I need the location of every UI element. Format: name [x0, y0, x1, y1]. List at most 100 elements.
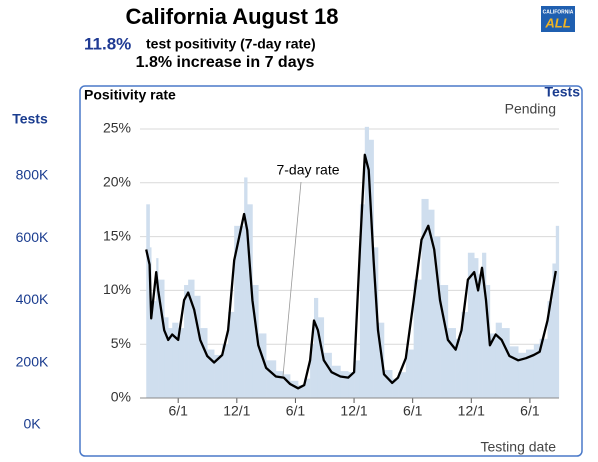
bar: [340, 371, 349, 398]
bar: [234, 225, 245, 398]
bar: [275, 371, 285, 398]
bar: [247, 204, 253, 398]
bar: [383, 370, 393, 398]
bar: [298, 385, 305, 398]
bar: [461, 311, 469, 398]
bar: [168, 328, 173, 398]
bar: [373, 247, 379, 398]
y2-tick-label: 400K: [16, 291, 49, 307]
bar: [266, 360, 277, 398]
bar: [467, 252, 475, 398]
bar: [314, 297, 319, 398]
bar: [547, 301, 553, 398]
bar: [310, 344, 315, 398]
status: Pending: [505, 101, 556, 117]
bar: [533, 344, 540, 398]
bar: [207, 349, 215, 398]
logo-top: CALIFORNIA: [543, 9, 574, 15]
bar: [158, 279, 165, 398]
bar: [509, 346, 519, 398]
y-label: Positivity rate: [84, 87, 176, 103]
bar: [518, 352, 527, 398]
bar: [323, 352, 332, 398]
bar: [146, 204, 150, 398]
bar: [283, 374, 291, 398]
x-tick-label: 6/1: [403, 403, 423, 419]
bar: [495, 322, 502, 398]
bar: [474, 258, 479, 398]
bar: [413, 279, 422, 398]
bar: [539, 338, 548, 398]
bar: [489, 333, 497, 398]
bar: [555, 225, 560, 398]
bar: [184, 285, 189, 398]
bar: [368, 139, 374, 398]
bar: [398, 372, 407, 398]
bar: [178, 328, 185, 398]
bar: [214, 354, 223, 398]
bar: [151, 301, 157, 398]
bar: [188, 279, 195, 398]
y-tick-label: 20%: [103, 174, 131, 190]
x-tick-label: 6/1: [286, 403, 306, 419]
change: 1.8% increase in 7 days: [136, 54, 315, 71]
rate: 11.8%: [84, 34, 131, 53]
bar: [200, 328, 208, 398]
bar: [228, 311, 235, 398]
bar: [478, 274, 483, 398]
bar: [482, 252, 487, 398]
bar: [526, 349, 535, 398]
bar: [172, 322, 179, 398]
bar: [485, 285, 491, 398]
x-tick-label: 12/1: [458, 403, 485, 419]
bar: [501, 328, 510, 398]
annotation: 7-day rate: [276, 162, 339, 178]
y2-label-right: Tests: [544, 84, 580, 100]
bar: [156, 258, 159, 398]
x-tick-label: 12/1: [340, 403, 367, 419]
bar: [434, 236, 441, 398]
bar: [331, 365, 341, 398]
y2-tick-label: 800K: [16, 167, 49, 183]
y-tick-label: 15%: [103, 227, 131, 243]
bar: [290, 380, 299, 398]
y2-label: Tests: [12, 111, 48, 127]
x-tick-label: 6/1: [168, 403, 188, 419]
bar: [428, 209, 435, 398]
bar: [421, 198, 429, 398]
bar: [222, 344, 229, 398]
y2-tick-label: 600K: [16, 229, 49, 245]
bar: [244, 177, 248, 398]
bar: [304, 378, 311, 398]
logo-bottom: ALL: [544, 15, 570, 30]
bar: [194, 295, 201, 398]
bar: [405, 349, 414, 398]
bar: [552, 263, 557, 398]
y2-tick-label: 0K: [23, 416, 41, 432]
x-tick-label: 12/1: [223, 403, 250, 419]
plot-frame: [79, 85, 583, 457]
line: [145, 153, 557, 390]
bar: [317, 317, 325, 398]
bar: [455, 338, 462, 398]
x-label: Testing date: [481, 439, 557, 455]
plot: 0% 5% 10% 15% 20% 25% 6/1 12/1 6/1 12/1 6/1 12/1 6/1: [103, 120, 560, 419]
y-tick-label: 5%: [111, 335, 131, 351]
y-tick-label: 10%: [103, 281, 131, 297]
logo-bg: [541, 6, 575, 32]
y-tick-label: 0%: [111, 389, 131, 405]
logo: CALIFORNIA ALL: [541, 6, 575, 32]
bar: [149, 247, 152, 398]
x-tick-label: 6/1: [520, 403, 540, 419]
bar: [164, 317, 169, 398]
bar: [447, 328, 456, 398]
bar: [354, 360, 361, 398]
y2-tick-label: 200K: [16, 353, 49, 369]
bar: [252, 285, 259, 398]
bar: [440, 285, 449, 398]
bar: [258, 333, 267, 398]
title: California August 18: [125, 4, 338, 29]
bar: [348, 372, 355, 398]
